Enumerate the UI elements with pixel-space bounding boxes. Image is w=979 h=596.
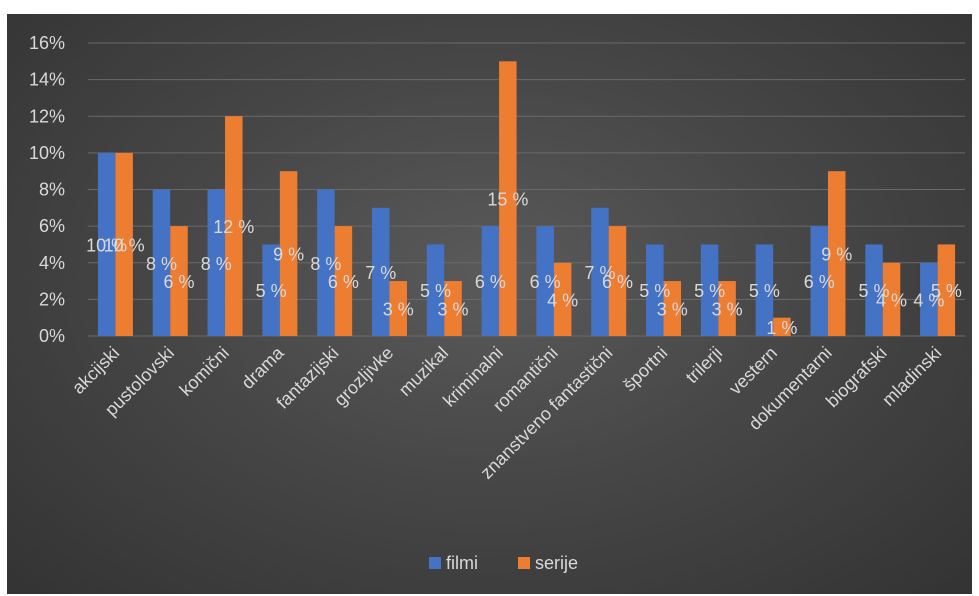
data-label: 3 %: [712, 300, 743, 320]
data-label: 9 %: [821, 245, 852, 265]
bar-serije: [663, 281, 682, 336]
bar-filmi: [317, 189, 335, 336]
data-label: 15 %: [487, 190, 528, 210]
y-tick-label: 12%: [29, 106, 65, 126]
data-label: 7 %: [584, 263, 615, 283]
bar-filmi: [591, 207, 609, 336]
bar-filmi: [536, 226, 554, 336]
y-tick-label: 4%: [39, 253, 65, 273]
data-label: 3 %: [383, 300, 414, 320]
bar-filmi: [207, 189, 226, 336]
y-tick-label: 10%: [29, 143, 65, 163]
x-category-label: grozljivke: [330, 343, 397, 410]
bar-serije: [444, 281, 462, 336]
legend-label-filmi: filmi: [446, 553, 478, 573]
data-label: 4 %: [876, 290, 907, 310]
legend-swatch-serije: [518, 557, 530, 569]
bar-filmi: [426, 244, 445, 336]
data-label: 8 %: [201, 254, 232, 274]
bar-filmi: [97, 152, 116, 336]
data-label: 8 %: [310, 254, 341, 274]
x-category-label: akcijski: [68, 343, 123, 398]
bar-filmi: [646, 244, 664, 336]
bar-serije: [827, 171, 846, 336]
data-label: 4 %: [913, 290, 944, 310]
bar-filmi: [755, 244, 774, 336]
data-label: 5 %: [931, 281, 962, 301]
bar-filmi: [865, 244, 883, 336]
bars: [97, 61, 956, 336]
bar-filmi: [810, 226, 828, 336]
legend: filmi serije: [429, 553, 578, 573]
bar-serije: [115, 152, 133, 336]
data-label: 9 %: [273, 245, 304, 265]
bar-serije: [608, 226, 627, 336]
x-category-label: vestern: [725, 343, 781, 399]
y-tick-label: 0%: [39, 326, 65, 346]
bar-filmi: [371, 207, 390, 336]
bar-serije: [170, 226, 188, 336]
bar-chart: 0%2%4%6%8%10%12%14%16% 10 %8 % 8 %5 %8 % 7…: [29, 33, 965, 573]
x-category-label: biografski: [822, 343, 891, 412]
legend-label-serije: serije: [535, 553, 578, 573]
bar-filmi: [262, 244, 280, 336]
y-tick-label: 16%: [29, 33, 65, 53]
data-label: 8 %: [146, 254, 177, 274]
y-axis-ticks: 0% 2% 4% 6% 8% 10% 12% 14% 16%: [29, 33, 65, 346]
y-tick-label: 6%: [39, 216, 65, 236]
bar-serije: [882, 262, 901, 336]
data-label: 10 %: [104, 235, 145, 255]
data-label: 5 %: [694, 281, 725, 301]
bar-filmi: [920, 262, 938, 336]
data-label: 5 %: [859, 281, 890, 301]
data-label: 6 %: [602, 272, 633, 292]
x-category-label: komični: [176, 343, 233, 400]
x-category-label: mladinski: [878, 343, 945, 410]
bar-serije: [279, 171, 298, 336]
x-category-label: trilerji: [682, 343, 727, 388]
bar-filmi: [152, 189, 171, 336]
data-label: 7 %: [365, 263, 396, 283]
bar-serije: [225, 116, 243, 336]
y-tick-label: 14%: [29, 70, 65, 90]
y-tick-label: 8%: [39, 180, 65, 200]
bar-filmi: [481, 226, 500, 336]
data-label: 5 %: [420, 281, 451, 301]
bar-filmi: [700, 244, 719, 336]
data-label: 6 %: [328, 272, 359, 292]
x-category-label: drama: [237, 342, 288, 393]
data-label: 5 %: [749, 281, 780, 301]
x-category-label: športni: [619, 343, 671, 395]
bar-serije: [937, 244, 956, 336]
bar-serije: [389, 281, 407, 336]
data-label: 5 %: [639, 281, 670, 301]
legend-swatch-filmi: [429, 557, 441, 569]
data-label: 6 %: [804, 272, 835, 292]
bar-serije: [499, 61, 517, 336]
data-label: 6 %: [475, 272, 506, 292]
data-labels: 10 %8 % 8 %5 %8 % 7 %5 % 6 % 6 % 7 %5 % 5 % 5 %…: [86, 190, 962, 338]
data-label: 3 %: [438, 300, 469, 320]
data-label: 12 %: [213, 217, 254, 237]
y-tick-label: 2%: [39, 289, 65, 309]
data-label: 6 %: [530, 272, 561, 292]
bar-serije: [334, 226, 353, 336]
data-label: 3 %: [657, 300, 688, 320]
data-label: 5 %: [256, 281, 287, 301]
data-label: 10 %: [86, 235, 127, 255]
data-label: 4 %: [547, 290, 578, 310]
data-label: 1 %: [766, 318, 797, 338]
bar-serije: [773, 317, 791, 336]
bar-serije: [553, 262, 572, 336]
bar-serije: [718, 281, 736, 336]
chart-area: 0% 2% 4% 6% 8% 10% 12% 14% 16% 10 % 8 % 8 % 5 % 8 % 7…: [7, 14, 972, 594]
data-label: 6 %: [163, 272, 194, 292]
